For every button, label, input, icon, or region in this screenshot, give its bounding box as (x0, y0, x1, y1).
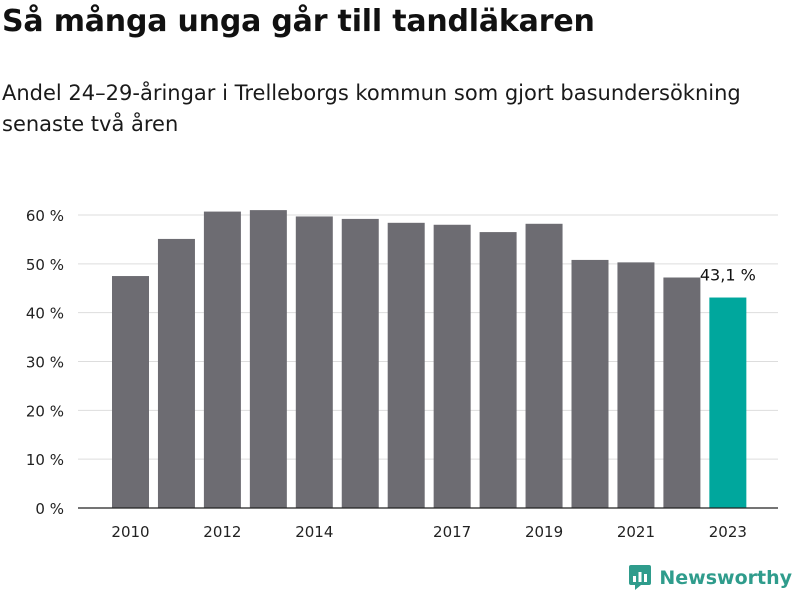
bar-2019 (525, 223, 563, 509)
bar-2012 (203, 211, 241, 508)
bar-2014 (295, 216, 333, 508)
bar-2016 (387, 222, 425, 508)
newsworthy-logo-icon (629, 565, 652, 590)
bar-2013 (249, 210, 287, 508)
x-tick-label: 2012 (203, 523, 241, 541)
y-tick-label: 20 % (26, 402, 64, 420)
y-tick-label: 40 % (26, 305, 64, 323)
brand: Newsworthy (628, 564, 792, 591)
bar-2018 (479, 232, 517, 508)
chart-subtitle: Andel 24–29-åringar i Trelleborgs kommun… (2, 81, 741, 136)
brand-name: Newsworthy (659, 566, 792, 589)
chart-title: Så många unga går till tandläkaren (2, 4, 595, 39)
bar-2010 (112, 276, 149, 508)
x-tick-label: 2019 (525, 523, 563, 541)
bar-2022 (663, 277, 701, 508)
bar-2011 (157, 238, 195, 508)
y-tick-label: 60 % (26, 207, 64, 225)
bar-chart: 0 % 10 % 20 % 30 % 40 % 50 % 60 % 2010 2012 2014 2… (26, 207, 778, 541)
bar-2020 (571, 259, 609, 508)
x-tick-label: 2023 (709, 523, 747, 541)
bar-2021 (617, 262, 655, 508)
bar-2015 (341, 218, 379, 508)
y-tick-label: 50 % (26, 256, 64, 274)
x-tick-label: 2010 (111, 523, 149, 541)
y-tick-label: 0 % (35, 500, 64, 518)
bar-2017 (433, 224, 471, 508)
x-tick-label: 2021 (617, 523, 655, 541)
y-tick-label: 30 % (26, 354, 64, 372)
x-tick-label: 2017 (433, 523, 471, 541)
data-label: 43,1 % (700, 266, 756, 285)
y-tick-label: 10 % (26, 451, 64, 469)
x-tick-label: 2014 (295, 523, 333, 541)
bar-2023 (709, 297, 747, 508)
